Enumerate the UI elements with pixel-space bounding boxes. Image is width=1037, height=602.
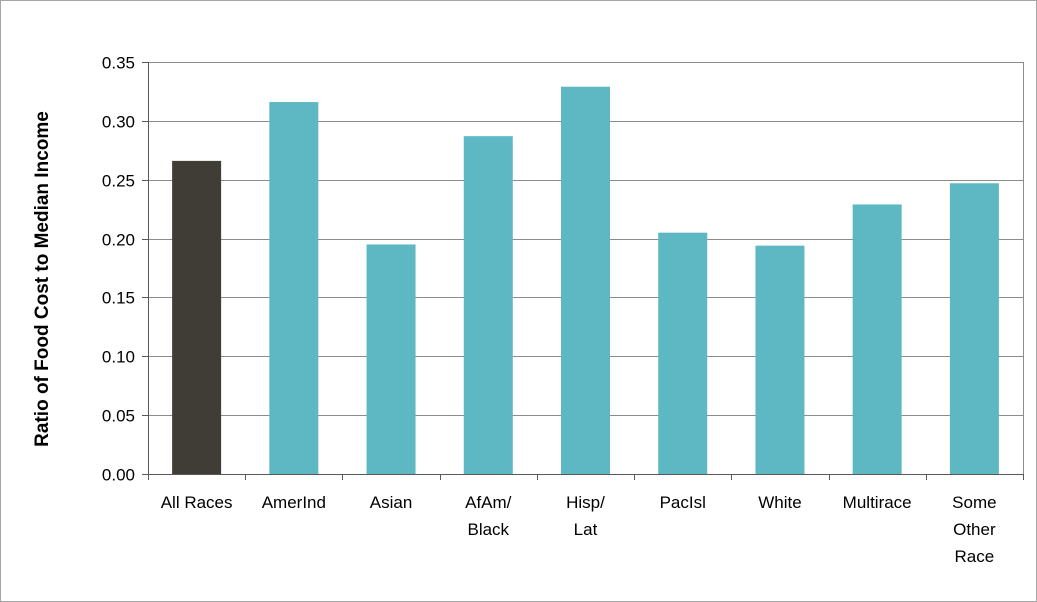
y-tick-label: 0.20 <box>102 231 135 250</box>
bars <box>172 86 999 475</box>
y-tick-labels: 0.00 0.05 0.10 0.15 0.20 0.25 0.30 0.35 <box>102 54 135 485</box>
x-tick-labels: All Races AmerInd Asian AfAm/Black Hisp/Lat P… <box>161 493 997 566</box>
bar <box>366 244 416 474</box>
y-tick-label: 0.25 <box>102 172 135 191</box>
y-tick-label: 0.00 <box>102 466 135 485</box>
x-tick-label: Hisp/Lat <box>566 493 605 539</box>
y-tick-label: 0.35 <box>102 54 135 73</box>
axes <box>142 62 1024 480</box>
bar <box>463 136 513 474</box>
x-tick-label: White <box>758 493 801 512</box>
bar <box>269 102 319 474</box>
x-tick-label: PacIsl <box>660 493 706 512</box>
y-tick-label: 0.10 <box>102 348 135 367</box>
x-tick-label: Multirace <box>843 493 912 512</box>
y-tick-label: 0.05 <box>102 407 135 426</box>
y-axis-label: Ratio of Food Cost to Median Income <box>32 111 53 447</box>
x-tick-label: Asian <box>370 493 413 512</box>
x-tick-label: AfAm/Black <box>465 493 512 539</box>
x-tick-label: Some Other Race <box>952 493 996 566</box>
y-tick-label: 0.30 <box>102 113 135 132</box>
x-tick-label: All Races <box>161 493 233 512</box>
bar <box>658 232 708 474</box>
bar <box>949 183 999 474</box>
bar <box>561 86 610 474</box>
bar <box>755 245 805 474</box>
y-tick-label: 0.15 <box>102 289 135 308</box>
bar <box>172 160 222 474</box>
x-tick-label: AmerInd <box>262 493 326 512</box>
bar <box>852 204 902 475</box>
